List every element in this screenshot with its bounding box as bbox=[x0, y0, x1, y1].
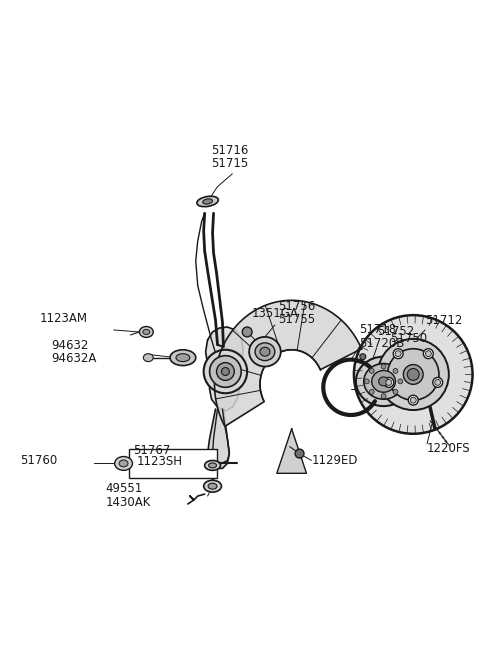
Polygon shape bbox=[208, 409, 229, 468]
Ellipse shape bbox=[378, 339, 449, 410]
Ellipse shape bbox=[410, 397, 416, 403]
Text: 51712: 51712 bbox=[425, 314, 462, 327]
Text: 51755: 51755 bbox=[278, 313, 315, 326]
Ellipse shape bbox=[209, 463, 216, 468]
Ellipse shape bbox=[249, 337, 281, 367]
Text: 51720B: 51720B bbox=[359, 337, 404, 350]
Ellipse shape bbox=[408, 369, 419, 381]
Ellipse shape bbox=[425, 350, 432, 356]
Ellipse shape bbox=[423, 348, 433, 358]
Text: 51715: 51715 bbox=[211, 157, 248, 170]
Ellipse shape bbox=[119, 460, 128, 467]
Ellipse shape bbox=[144, 354, 153, 362]
Ellipse shape bbox=[398, 379, 403, 384]
Ellipse shape bbox=[115, 457, 132, 470]
Polygon shape bbox=[215, 300, 361, 426]
Ellipse shape bbox=[393, 348, 403, 358]
Ellipse shape bbox=[242, 327, 252, 337]
Ellipse shape bbox=[369, 368, 374, 373]
Ellipse shape bbox=[393, 389, 398, 394]
Ellipse shape bbox=[408, 395, 418, 405]
Ellipse shape bbox=[372, 371, 396, 392]
Text: 51767: 51767 bbox=[133, 444, 171, 457]
Polygon shape bbox=[277, 429, 306, 474]
Ellipse shape bbox=[143, 329, 150, 335]
Ellipse shape bbox=[435, 379, 441, 385]
Text: 1430AK: 1430AK bbox=[106, 496, 151, 510]
Text: 94632A: 94632A bbox=[51, 352, 97, 365]
Text: 1220FS: 1220FS bbox=[427, 442, 471, 455]
Ellipse shape bbox=[204, 460, 220, 470]
Text: 51716: 51716 bbox=[211, 144, 248, 157]
Ellipse shape bbox=[433, 377, 443, 387]
Ellipse shape bbox=[204, 350, 247, 393]
Ellipse shape bbox=[384, 377, 394, 387]
Ellipse shape bbox=[364, 379, 369, 384]
Ellipse shape bbox=[356, 357, 411, 406]
Text: 1123AM: 1123AM bbox=[39, 312, 87, 325]
Ellipse shape bbox=[379, 377, 388, 386]
Text: 1351GA: 1351GA bbox=[252, 307, 299, 320]
Ellipse shape bbox=[255, 343, 275, 361]
Ellipse shape bbox=[260, 347, 270, 356]
Ellipse shape bbox=[369, 389, 374, 394]
Ellipse shape bbox=[139, 326, 153, 337]
Ellipse shape bbox=[216, 363, 234, 381]
Ellipse shape bbox=[197, 196, 218, 207]
Text: 1129ED: 1129ED bbox=[312, 454, 358, 467]
Ellipse shape bbox=[208, 483, 217, 489]
Ellipse shape bbox=[176, 354, 190, 362]
Ellipse shape bbox=[210, 356, 241, 387]
Ellipse shape bbox=[381, 394, 386, 399]
Ellipse shape bbox=[393, 368, 398, 373]
Ellipse shape bbox=[395, 350, 401, 356]
Ellipse shape bbox=[364, 364, 403, 399]
Ellipse shape bbox=[204, 480, 221, 492]
Text: 94632: 94632 bbox=[51, 339, 89, 352]
Ellipse shape bbox=[381, 364, 386, 369]
Ellipse shape bbox=[387, 348, 439, 400]
Text: 1123SH: 1123SH bbox=[136, 455, 182, 468]
Ellipse shape bbox=[354, 315, 472, 434]
Text: 51718: 51718 bbox=[359, 323, 396, 336]
Ellipse shape bbox=[360, 354, 366, 360]
Polygon shape bbox=[205, 327, 243, 411]
Text: 51750: 51750 bbox=[391, 332, 428, 345]
Text: 49551: 49551 bbox=[106, 481, 143, 495]
FancyBboxPatch shape bbox=[129, 449, 217, 478]
Text: 51760: 51760 bbox=[20, 454, 57, 467]
Ellipse shape bbox=[295, 449, 304, 458]
Ellipse shape bbox=[170, 350, 196, 365]
Ellipse shape bbox=[386, 379, 392, 385]
Polygon shape bbox=[213, 409, 229, 464]
Text: 51752: 51752 bbox=[377, 325, 414, 338]
Ellipse shape bbox=[403, 365, 423, 384]
Text: 51756: 51756 bbox=[278, 300, 315, 313]
Ellipse shape bbox=[203, 199, 213, 204]
Ellipse shape bbox=[221, 367, 229, 375]
